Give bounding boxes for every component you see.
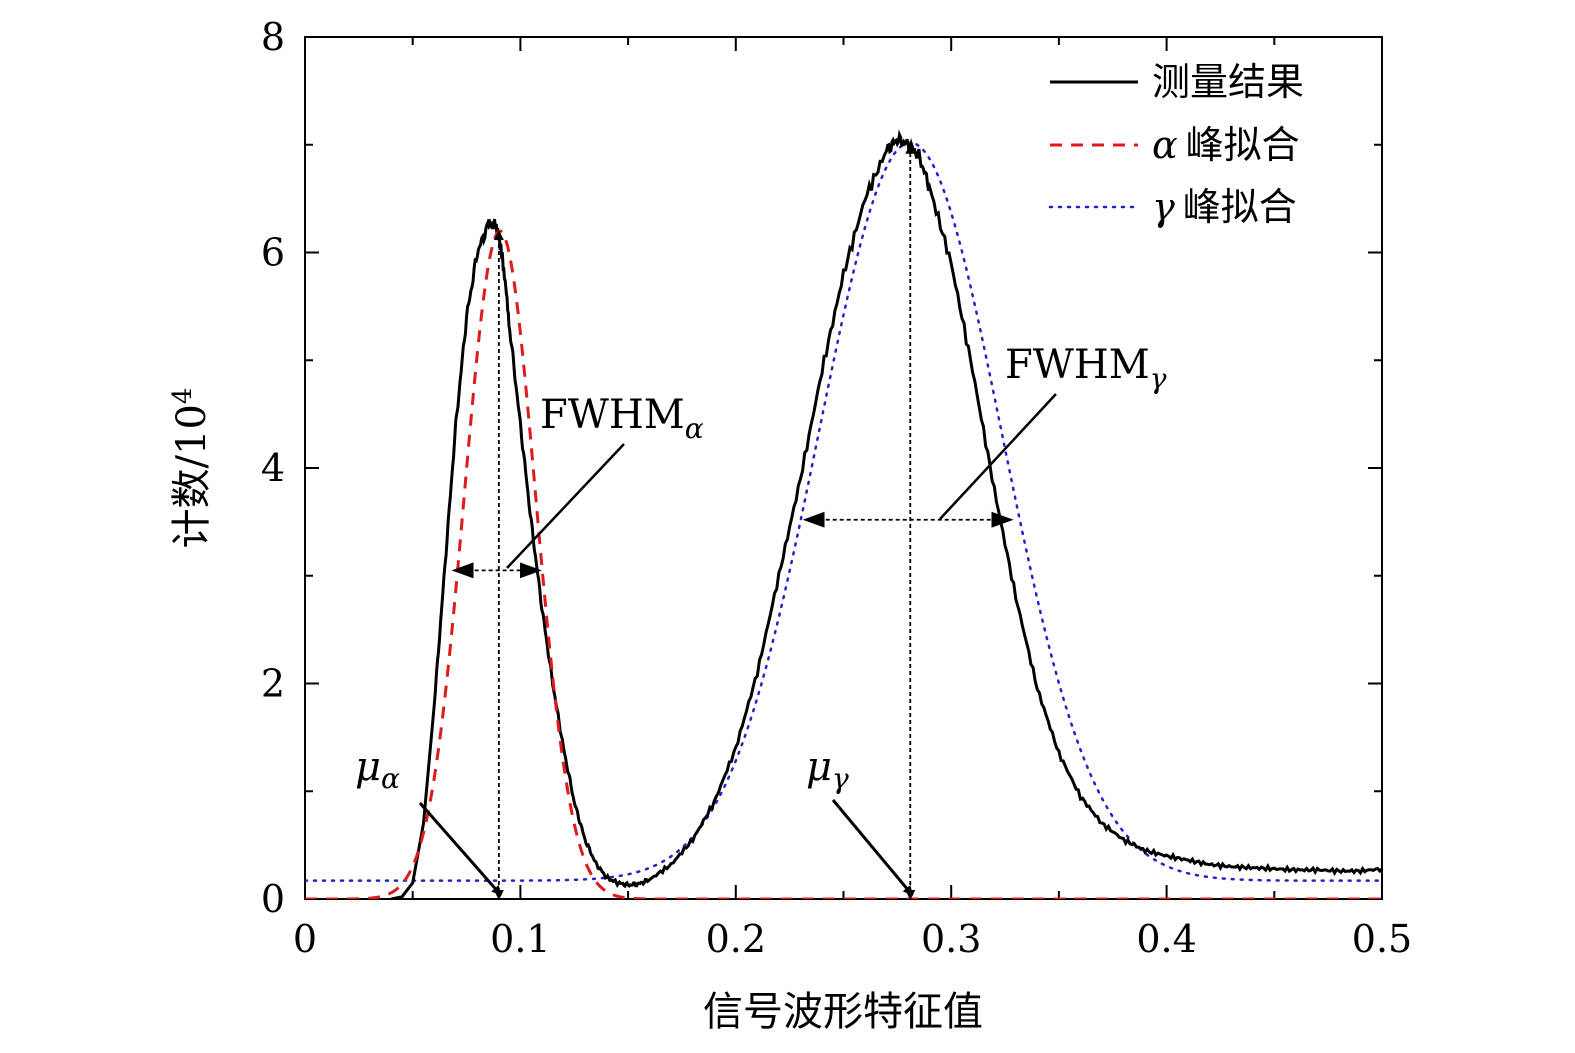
annotations bbox=[418, 143, 1057, 900]
x-axis-title: 信号波形特征值 bbox=[703, 989, 983, 1035]
y-tick-label-2: 2 bbox=[261, 662, 285, 706]
y-axis-title-main: 计数/10 bbox=[169, 404, 215, 548]
legend-label-gamma: γ 峰拟合 bbox=[1152, 185, 1297, 229]
y-tick-labels: 0 2 4 6 8 bbox=[261, 15, 285, 921]
fwhm-alpha-main: FWHM bbox=[540, 392, 685, 438]
fwhm-gamma-main: FWHM bbox=[1005, 342, 1150, 388]
fwhm-gamma-subscript: γ bbox=[1150, 362, 1167, 395]
mu-gamma-subscript: γ bbox=[832, 762, 849, 795]
mu-gamma-leader bbox=[831, 799, 914, 896]
mu-alpha-leader bbox=[418, 802, 502, 896]
fwhm-alpha-subscript: α bbox=[685, 412, 704, 445]
legend-label-measured: 测量结果 bbox=[1152, 60, 1304, 104]
mu-gamma-label: μγ bbox=[806, 744, 849, 795]
mu-gamma-main: μ bbox=[806, 744, 832, 790]
y-tick-label-4: 4 bbox=[261, 446, 285, 490]
series-measured bbox=[390, 129, 1382, 899]
x-tick-label-3: 0.3 bbox=[921, 917, 981, 961]
series-gamma-fit bbox=[305, 141, 1382, 882]
legend-alpha-text: 峰拟合 bbox=[1186, 123, 1300, 167]
x-tick-label-5: 0.5 bbox=[1352, 917, 1412, 961]
fwhm-gamma-leader bbox=[939, 393, 1057, 520]
legend-gamma-symbol: γ bbox=[1152, 185, 1175, 229]
mu-alpha-subscript: α bbox=[381, 762, 400, 795]
y-tick-label-8: 8 bbox=[261, 15, 285, 59]
y-tick-label-6: 6 bbox=[261, 231, 285, 275]
fwhm-alpha-label: FWHMα bbox=[540, 392, 704, 445]
x-tick-label-0: 0 bbox=[293, 917, 317, 961]
mu-alpha-label: μα bbox=[355, 744, 400, 795]
fwhm-alpha-leader bbox=[506, 443, 625, 569]
legend-alpha-symbol: α bbox=[1152, 123, 1178, 167]
legend-gamma-text: 峰拟合 bbox=[1183, 185, 1297, 229]
mu-alpha-main: μ bbox=[355, 744, 381, 790]
y-axis-title: 计数/104 bbox=[168, 388, 215, 549]
x-tick-labels: 0 0.1 0.2 0.3 0.4 0.5 bbox=[293, 917, 1412, 961]
y-tick-label-0: 0 bbox=[261, 877, 285, 921]
x-tick-label-2: 0.2 bbox=[706, 917, 766, 961]
x-tick-label-1: 0.1 bbox=[490, 917, 550, 961]
y-axis-title-exponent: 4 bbox=[168, 388, 198, 405]
legend: 测量结果 α 峰拟合 γ 峰拟合 bbox=[1048, 60, 1304, 229]
series-alpha-fit bbox=[305, 229, 1382, 899]
fwhm-gamma-label: FWHMγ bbox=[1005, 342, 1167, 395]
legend-label-alpha: α 峰拟合 bbox=[1152, 123, 1300, 167]
x-tick-label-4: 0.4 bbox=[1136, 917, 1196, 961]
